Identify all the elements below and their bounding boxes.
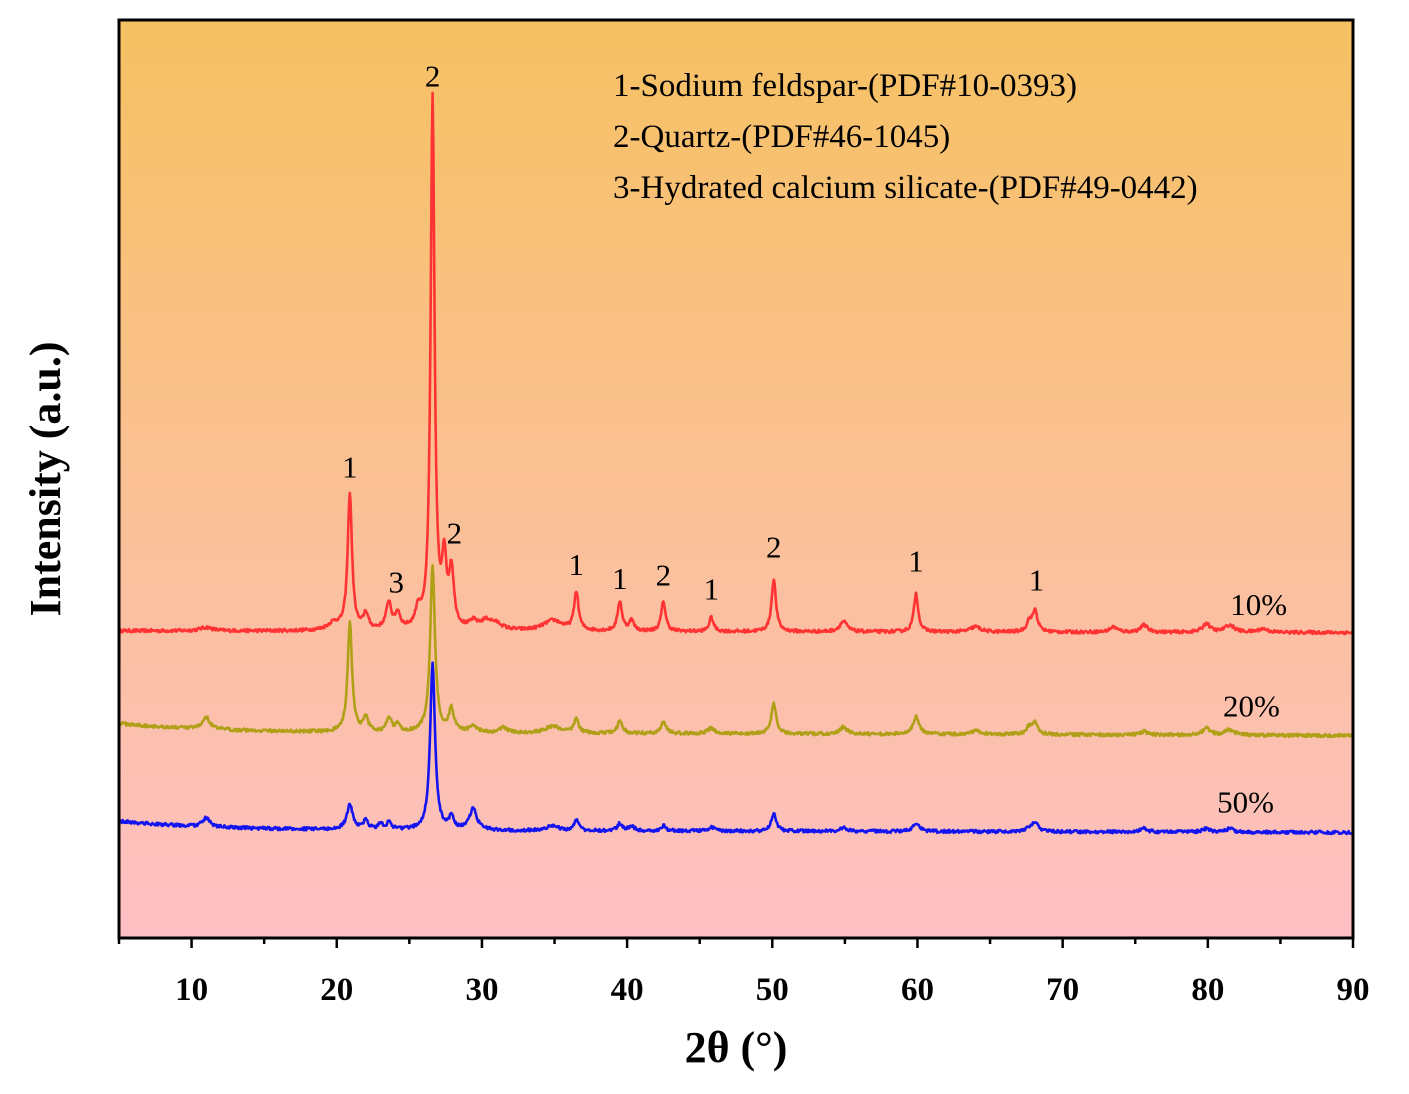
peak-label: 2 — [656, 557, 672, 592]
series-label: 50% — [1217, 784, 1274, 819]
x-tick-label: 90 — [1337, 972, 1370, 1008]
legend-entry-quartz: 2-Quartz-(PDF#46-1045) — [613, 119, 950, 155]
x-tick-label: 80 — [1191, 972, 1224, 1008]
legend: 1-Sodium feldspar-(PDF#10-0393) 2-Quartz… — [613, 68, 1198, 206]
series-label: 20% — [1223, 688, 1280, 723]
x-axis: 10 20 30 40 50 60 70 80 90 — [117, 938, 1370, 1008]
plot-background — [119, 20, 1353, 938]
peak-label: 2 — [766, 530, 782, 565]
x-tick-label: 70 — [1046, 972, 1079, 1008]
peak-label: 1 — [569, 547, 585, 582]
series-line-10-percent — [119, 91, 1353, 636]
legend-entry-hydrated-calcium-silicate: 3-Hydrated calcium silicate-(PDF#49-0442… — [613, 170, 1198, 206]
peak-label: 2 — [425, 58, 441, 93]
x-tick-label: 30 — [465, 972, 498, 1008]
series-layer — [119, 91, 1353, 836]
x-tick-label: 50 — [756, 972, 789, 1008]
peak-label: 1 — [908, 543, 924, 578]
peak-label: 1 — [1029, 563, 1045, 598]
peak-label: 1 — [612, 561, 628, 596]
x-tick-label: 40 — [611, 972, 644, 1008]
peak-label: 2 — [447, 516, 463, 551]
series-label: 10% — [1230, 587, 1287, 622]
x-axis-title: 2θ (°) — [685, 1023, 788, 1072]
y-axis-title: Intensity (a.u.) — [21, 341, 70, 616]
plot-frame — [117, 18, 1355, 940]
series-line-20-percent — [119, 564, 1353, 739]
x-tick-label: 60 — [901, 972, 934, 1008]
peak-label: 1 — [704, 571, 720, 606]
series-line-50-percent — [119, 661, 1353, 836]
peak-label: 1 — [342, 449, 358, 484]
peak-label: 3 — [389, 564, 405, 599]
x-tick-label: 20 — [320, 972, 353, 1008]
legend-entry-sodium-feldspar: 1-Sodium feldspar-(PDF#10-0393) — [613, 68, 1077, 104]
x-tick-label: 10 — [175, 972, 208, 1008]
